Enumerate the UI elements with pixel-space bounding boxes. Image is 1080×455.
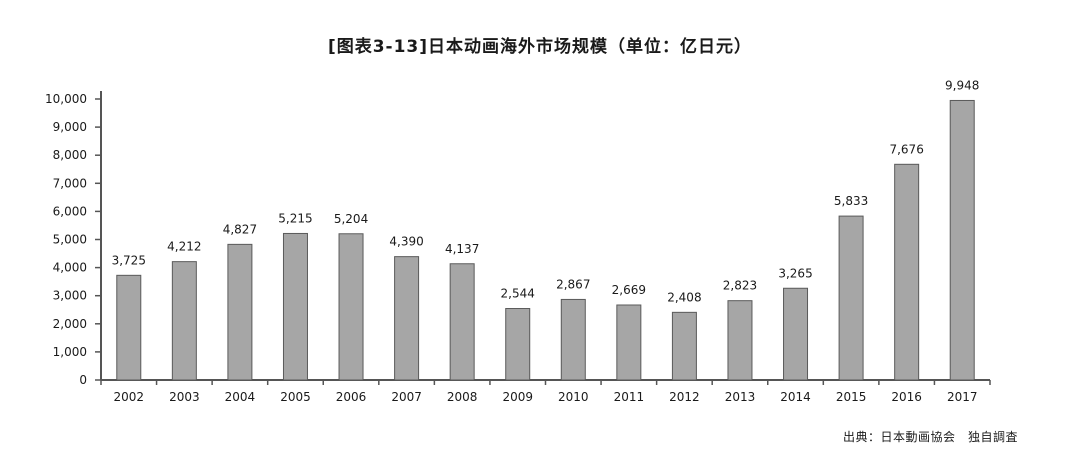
source-note: 出典：日本動画協会 独自調査 [842, 430, 1018, 444]
x-tick-label: 2009 [502, 390, 533, 404]
data-label: 9,948 [945, 78, 979, 92]
data-label: 2,669 [612, 283, 646, 297]
x-tick-label: 2007 [391, 390, 422, 404]
bar-2008 [449, 263, 475, 381]
y-tick-label: 0 [79, 373, 87, 387]
bar-2004 [227, 243, 253, 381]
x-tick-label: 2014 [780, 390, 811, 404]
data-label: 4,212 [167, 240, 201, 254]
y-tick-label: 4,000 [53, 261, 87, 275]
chart-title: [图表3-13]日本动画海外市场规模（单位：亿日元） [327, 37, 753, 57]
bars-group [116, 99, 975, 381]
x-axis-group: 2002 2003 2004 2005 2006 2007 2008 2009 2010 2011… [100, 379, 991, 404]
bar-2007 [394, 256, 420, 381]
bar-2006 [338, 233, 364, 381]
bar-2002 [116, 274, 142, 381]
data-label: 4,827 [223, 222, 257, 236]
x-tick-label: 2002 [114, 390, 145, 404]
data-label: 2,408 [667, 290, 701, 304]
x-tick-label: 2016 [891, 390, 922, 404]
data-label: 5,215 [278, 211, 312, 225]
y-tick-label: 6,000 [53, 204, 87, 218]
y-tick-label: 2,000 [53, 317, 87, 331]
y-tick-label: 7,000 [53, 176, 87, 190]
bar-2012 [671, 311, 697, 381]
x-tick-label: 2010 [558, 390, 589, 404]
x-tick-label: 2013 [725, 390, 756, 404]
data-label: 2,544 [501, 287, 535, 301]
y-tick-label: 8,000 [53, 148, 87, 162]
bar-2011 [616, 304, 642, 381]
data-label: 2,867 [556, 277, 590, 291]
data-label: 5,833 [834, 194, 868, 208]
bar-2015 [838, 215, 864, 381]
y-tick-label: 9,000 [53, 120, 87, 134]
bar-2016 [894, 163, 920, 381]
x-tick-label: 2015 [836, 390, 867, 404]
bar-2014 [783, 287, 809, 381]
data-label: 4,390 [389, 235, 423, 249]
x-tick-label: 2003 [169, 390, 200, 404]
x-tick-label: 2005 [280, 390, 311, 404]
bar-2005 [282, 232, 308, 381]
bar-2003 [171, 261, 197, 381]
x-tick-label: 2011 [614, 390, 645, 404]
data-label: 3,725 [112, 253, 146, 267]
x-tick-label: 2017 [947, 390, 978, 404]
y-tick-label: 5,000 [53, 233, 87, 247]
x-tick-label: 2004 [225, 390, 256, 404]
data-label: 7,676 [889, 142, 923, 156]
data-label: 2,823 [723, 279, 757, 293]
x-tick-label: 2008 [447, 390, 478, 404]
data-label: 3,265 [778, 266, 812, 280]
bar-2010 [560, 298, 586, 381]
bar-2009 [505, 308, 531, 381]
y-axis-group: 0 1,000 2,000 3,000 4,000 5,000 6,000 7,000 8,00… [45, 91, 102, 387]
y-tick-label: 3,000 [53, 289, 87, 303]
data-label: 4,137 [445, 242, 479, 256]
data-label: 5,204 [334, 212, 368, 226]
y-tick-label: 10,000 [45, 92, 87, 106]
bar-2013 [727, 300, 753, 381]
x-tick-label: 2006 [336, 390, 367, 404]
x-tick-label: 2012 [669, 390, 700, 404]
y-tick-label: 1,000 [53, 345, 87, 359]
bar-2017 [949, 99, 975, 381]
value-labels-group: 3,725 4,212 4,827 5,215 5,204 4,390 4,137 2,544… [112, 78, 980, 304]
